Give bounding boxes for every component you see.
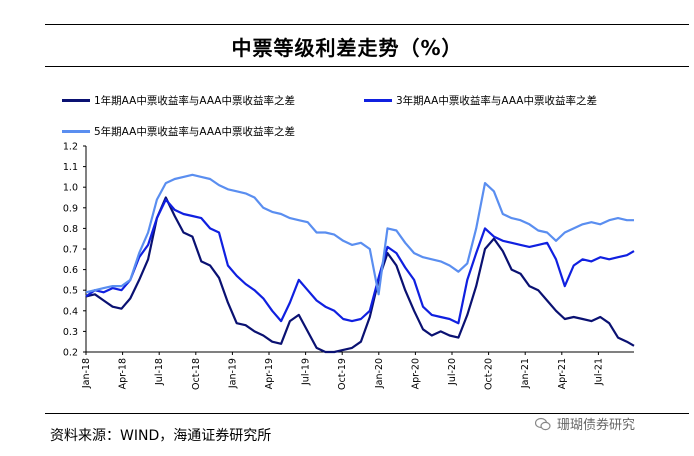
x-tick-label: Apr-20: [410, 358, 421, 389]
legend-label-2: 3年期AA中票收益率与AAA中票收益率之差: [396, 95, 597, 107]
watermark-text: 珊瑚债券研究: [557, 418, 636, 433]
chart-title: 中票等级利差走势（%）: [231, 36, 463, 60]
x-tick-label: Apr-18: [118, 358, 129, 389]
legend-swatch-2: [364, 99, 392, 102]
series-line-1: [85, 196, 635, 354]
series-line-3: [85, 173, 634, 296]
y-tick-label: 0.3: [63, 327, 78, 338]
x-tick-label: Jul-18: [154, 358, 165, 386]
y-tick-label: 0.2: [63, 348, 78, 359]
legend-item-1: 1年期AA中票收益率与AAA中票收益率之差: [62, 93, 295, 108]
y-tick-label: 0.6: [63, 265, 78, 276]
x-tick-label: Jul-19: [301, 358, 312, 386]
y-tick-label: 1.2: [63, 142, 78, 153]
x-tick-label: Apr-21: [557, 358, 568, 389]
y-tick-label: 0.9: [63, 203, 78, 214]
title-rule: [45, 66, 689, 67]
wechat-icon: [535, 417, 551, 430]
legend-item-2: 3年期AA中票收益率与AAA中票收益率之差: [364, 93, 597, 108]
legend-swatch-1: [62, 99, 90, 102]
x-tick-label: Oct-18: [191, 358, 202, 390]
x-tick-label: Jul-20: [447, 358, 458, 386]
x-tick-label: Jan-21: [520, 358, 531, 389]
y-tick-label: 1.1: [63, 162, 78, 173]
series-line-2: [85, 198, 635, 325]
x-tick-label: Oct-20: [484, 358, 495, 390]
y-tick-label: 1.0: [63, 183, 78, 194]
x-tick-label: Oct-19: [337, 358, 348, 390]
legend-label-1: 1年期AA中票收益率与AAA中票收益率之差: [94, 95, 295, 107]
x-tick-label: Jan-19: [227, 358, 238, 389]
y-tick-label: 0.4: [63, 306, 78, 317]
source-rule: [45, 413, 689, 414]
top-rule: [45, 24, 689, 25]
y-tick-label: 0.7: [63, 245, 78, 256]
legend-swatch-3: [62, 130, 90, 133]
x-tick-label: Jan-18: [81, 358, 92, 389]
y-tick-label: 0.8: [63, 224, 78, 235]
x-tick-label: Jan-20: [374, 358, 385, 389]
x-tick-label: Jul-21: [593, 358, 604, 386]
y-tick-label: 0.5: [63, 286, 78, 297]
legend-item-3: 5年期AA中票收益率与AAA中票收益率之差: [62, 124, 295, 139]
legend-label-3: 5年期AA中票收益率与AAA中票收益率之差: [94, 126, 295, 138]
x-tick-label: Apr-19: [264, 358, 275, 389]
watermark: 珊瑚债券研究: [535, 414, 635, 433]
source-note: 资料来源：WIND，海通证券研究所: [50, 428, 272, 444]
